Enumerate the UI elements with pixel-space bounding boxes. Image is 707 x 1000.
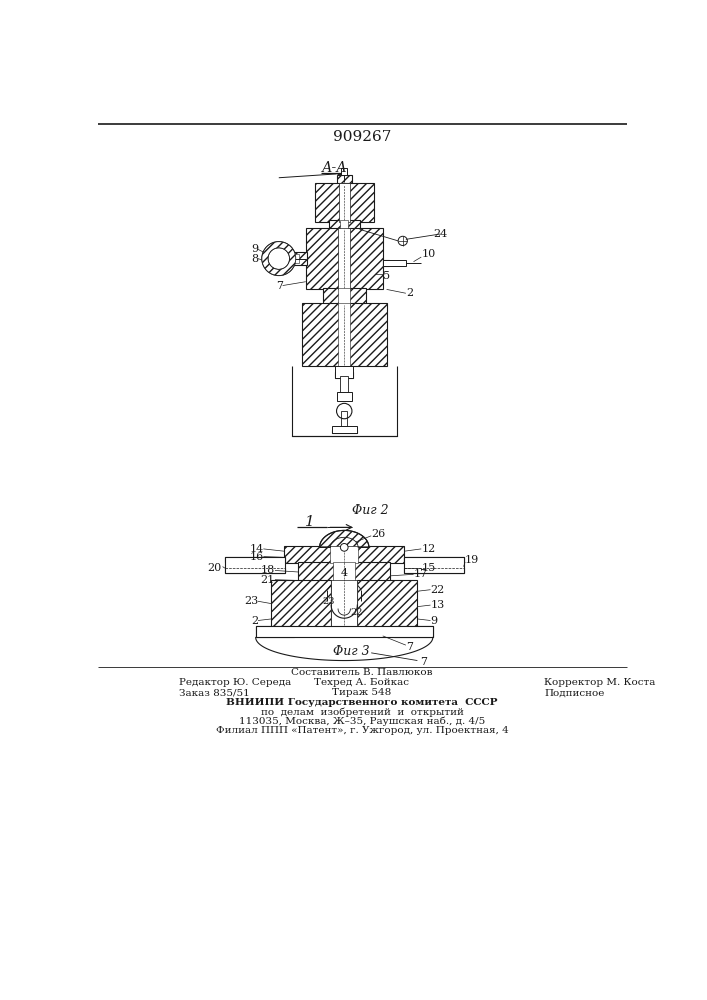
Text: 10: 10 — [421, 249, 436, 259]
Bar — [357, 580, 417, 628]
Text: 2: 2 — [251, 615, 258, 626]
Text: 20: 20 — [206, 563, 221, 573]
Text: Заказ 835/51: Заказ 835/51 — [179, 688, 250, 697]
Bar — [382, 260, 406, 266]
Text: 19: 19 — [465, 555, 479, 565]
Text: 5: 5 — [382, 271, 390, 281]
Bar — [294, 254, 299, 263]
Text: ВНИИПИ Государственного комитета  СССР: ВНИИПИ Государственного комитета СССР — [226, 698, 498, 707]
Text: А-А: А-А — [322, 161, 347, 175]
Text: Составитель В. Павлюков: Составитель В. Павлюков — [291, 668, 433, 677]
Text: 18: 18 — [261, 565, 275, 575]
Text: 17: 17 — [414, 569, 428, 579]
Bar — [331, 580, 357, 628]
Bar — [340, 220, 348, 229]
Bar — [332, 430, 356, 433]
Text: 1: 1 — [305, 515, 315, 529]
Bar — [337, 175, 352, 185]
Text: 4: 4 — [341, 568, 348, 578]
Bar — [302, 303, 387, 366]
Bar — [332, 426, 356, 433]
Wedge shape — [262, 242, 296, 276]
Text: 9: 9 — [431, 615, 438, 626]
Bar — [338, 228, 351, 289]
Bar — [404, 557, 464, 573]
Text: 8: 8 — [251, 254, 258, 264]
Bar — [225, 557, 285, 573]
Bar — [284, 546, 404, 563]
Bar — [335, 366, 354, 378]
Circle shape — [268, 248, 290, 269]
Text: 12: 12 — [421, 544, 436, 554]
Circle shape — [262, 242, 296, 276]
Bar — [337, 392, 352, 401]
Text: 13: 13 — [431, 600, 445, 610]
Text: 7: 7 — [406, 642, 413, 652]
Bar — [330, 546, 358, 563]
Bar — [404, 568, 464, 573]
Text: Φиг 3: Φиг 3 — [333, 645, 369, 658]
Bar — [404, 557, 464, 562]
Bar — [256, 626, 433, 637]
Bar — [340, 376, 348, 393]
Text: 113035, Москва, Ж–35, Раушская наб., д. 4/5: 113035, Москва, Ж–35, Раушская наб., д. … — [239, 717, 485, 726]
Text: Корректор М. Коста: Корректор М. Коста — [544, 678, 656, 687]
Polygon shape — [320, 530, 369, 547]
Bar — [322, 288, 366, 305]
Text: 16: 16 — [249, 552, 264, 562]
Bar — [225, 557, 285, 562]
Text: Редактор Ю. Середа: Редактор Ю. Середа — [179, 678, 291, 687]
Text: 9: 9 — [251, 244, 258, 254]
Bar — [315, 183, 373, 222]
Text: 21: 21 — [261, 575, 275, 585]
Bar — [225, 568, 285, 573]
Bar — [271, 580, 331, 628]
Bar — [338, 303, 351, 366]
Text: 7: 7 — [276, 281, 283, 291]
Text: 23: 23 — [244, 596, 258, 606]
Text: 2: 2 — [406, 288, 413, 298]
Text: 909267: 909267 — [333, 130, 391, 144]
Circle shape — [340, 543, 348, 551]
Bar — [341, 411, 347, 426]
Bar — [305, 228, 382, 289]
Text: 22: 22 — [351, 608, 363, 617]
Bar — [395, 626, 433, 637]
Bar — [338, 288, 351, 305]
Text: Подписное: Подписное — [544, 688, 604, 697]
Text: 22: 22 — [431, 585, 445, 595]
Bar — [286, 252, 307, 265]
Bar — [335, 372, 354, 378]
Text: по  делам  изобретений  и  открытий: по делам изобретений и открытий — [260, 707, 463, 717]
Text: Тираж 548: Тираж 548 — [332, 688, 392, 697]
Text: Φиг 2: Φиг 2 — [352, 504, 389, 517]
Bar — [256, 626, 294, 637]
Bar — [298, 562, 390, 582]
Text: Техред А. Бойкас: Техред А. Бойкас — [315, 678, 409, 687]
Text: Филиал ППП «Патент», г. Ужгород, ул. Проектная, 4: Филиал ППП «Патент», г. Ужгород, ул. Про… — [216, 726, 508, 735]
Text: 23: 23 — [322, 597, 335, 606]
Bar — [341, 168, 347, 175]
Text: 15: 15 — [421, 563, 436, 573]
Text: 26: 26 — [371, 529, 385, 539]
Bar — [339, 183, 350, 222]
Bar — [329, 220, 360, 229]
Bar — [334, 562, 355, 582]
Text: 7: 7 — [420, 657, 427, 667]
Bar — [382, 260, 389, 266]
Text: 14: 14 — [249, 544, 264, 554]
Text: 24: 24 — [433, 229, 448, 239]
